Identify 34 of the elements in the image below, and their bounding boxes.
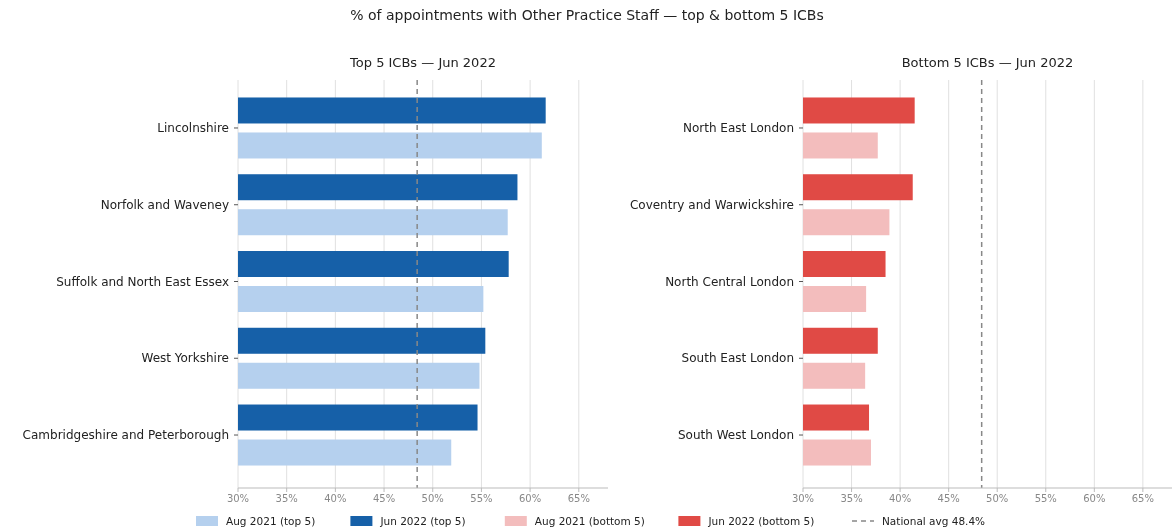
y-tick-label: North East London — [682, 120, 794, 135]
legend-label: Aug 2021 (bottom 5) — [534, 515, 645, 527]
x-tick-label: 30% — [226, 493, 250, 504]
x-tick-label: 35% — [840, 493, 863, 504]
chart-title: Bottom 5 ICBs — Jun 2022 — [901, 55, 1074, 70]
x-tick-label: 50% — [421, 493, 444, 504]
x-tick-label: 55% — [470, 493, 493, 504]
x-tick-label: 65% — [567, 493, 590, 504]
legend-label: Jun 2022 (bottom 5) — [707, 515, 815, 527]
legend-label: National avg 48.4% — [882, 515, 986, 527]
chart-title: % of appointments with Other Practice Staff — top & bottom 5 ICBs — [350, 7, 824, 23]
x-tick-label: 50% — [986, 493, 1009, 504]
x-tick-label: 45% — [937, 493, 960, 504]
legend-label: Jun 2022 (top 5) — [379, 515, 466, 527]
x-tick-label: 55% — [1034, 493, 1057, 504]
legend-label: Aug 2021 (top 5) — [226, 515, 316, 527]
chart-subtitle: Top 5 ICBs — Jun 2022 — [349, 55, 496, 70]
y-tick-label: South East London — [681, 351, 794, 366]
y-tick-label: North Central London — [665, 274, 794, 289]
y-tick-label: Norfolk and Waveney — [100, 197, 229, 212]
x-tick-label: 40% — [888, 493, 912, 504]
x-tick-label: 40% — [324, 493, 347, 504]
x-tick-label: 65% — [1131, 493, 1154, 504]
y-tick-label: Lincolnshire — [157, 120, 229, 135]
y-tick-label: Cambridgeshire and Peterborough — [22, 428, 229, 443]
y-tick-label: South West London — [678, 428, 794, 443]
y-tick-label: Coventry and Warwickshire — [629, 197, 794, 212]
x-tick-label: 35% — [275, 493, 298, 504]
y-tick-label: Suffolk and North East Essex — [56, 274, 229, 289]
y-tick-label: West Yorkshire — [141, 351, 229, 366]
x-tick-label: 30% — [791, 493, 815, 504]
x-tick-label: 60% — [1083, 493, 1106, 504]
x-tick-label: 60% — [518, 493, 542, 504]
x-tick-label: 45% — [372, 493, 396, 504]
